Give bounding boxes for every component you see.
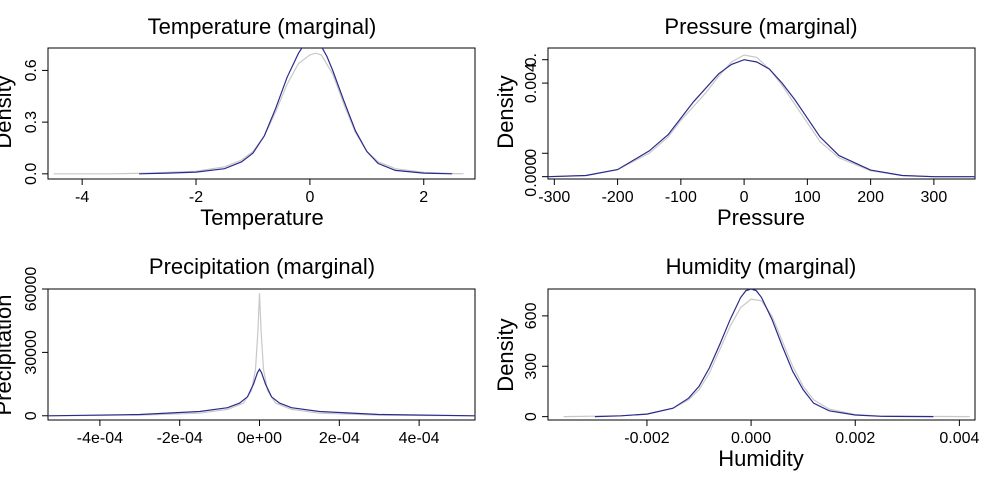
temperature-x-tick-label: 0 (305, 189, 314, 206)
precipitation-y-tick-label: 60000 (23, 267, 40, 312)
temperature-x-axis-label: Temperature (200, 205, 324, 230)
temperature-x-tick-label: 2 (419, 189, 428, 206)
temperature-y-tick-label: 0.6 (23, 59, 40, 81)
temperature-y-tick-label: 0.0 (23, 163, 40, 185)
pressure-x-tick-label: 100 (794, 189, 821, 206)
temperature-x-tick-label: -4 (75, 189, 89, 206)
pressure-y-tick-label: 0. (523, 53, 540, 66)
humidity-x-tick-label: 0.004 (939, 430, 979, 447)
pressure-panel: Pressure (marginal) -300 -200 -100 0 100 200 30… (493, 14, 976, 230)
humidity-x-tick-label: 0.000 (731, 430, 771, 447)
precipitation-y-tick-label: 30000 (23, 330, 40, 375)
humidity-plot-frame (547, 288, 976, 421)
humidity-x-axis-label: Humidity (718, 446, 804, 471)
humidity-y-tick-label: 0 (523, 412, 540, 421)
pressure-plot-frame (547, 47, 976, 180)
pressure-title: Pressure (marginal) (664, 14, 857, 39)
pressure-x-tick-label: 200 (857, 189, 884, 206)
temperature-y-tick-label: 0.3 (23, 111, 40, 133)
precipitation-x-tick-label: -2e-04 (157, 430, 203, 447)
precipitation-x-tick-label: 0e+00 (237, 430, 282, 447)
temperature-panel: Temperature (marginal) -4 -2 0 2 0.0 0.3 0.6 Tem… (0, 14, 476, 230)
temperature-title: Temperature (marginal) (148, 14, 377, 39)
pressure-y-tick-label: 0.000 (523, 157, 540, 197)
humidity-panel: Humidity (marginal) -0.002 0.000 0.002 0.004… (493, 254, 979, 471)
pressure-y-axis-label: Density (493, 75, 518, 148)
pressure-x-tick-label: -200 (602, 189, 634, 206)
pressure-x-tick-label: -300 (538, 189, 570, 206)
precipitation-title: Precipitation (marginal) (149, 254, 375, 279)
humidity-y-axis-label: Density (493, 318, 518, 391)
pressure-x-tick-label: 300 (921, 189, 948, 206)
temperature-fitted-curve (139, 48, 453, 175)
humidity-observed-curve (563, 298, 970, 418)
precipitation-fitted-curve (48, 368, 475, 417)
temperature-observed-curve (53, 52, 464, 175)
humidity-title: Humidity (marginal) (666, 254, 857, 279)
precipitation-y-axis-label: Precipitation (0, 294, 16, 415)
temperature-y-axis-label: Density (0, 75, 16, 148)
pressure-fitted-curve (548, 59, 975, 178)
humidity-fitted-curve (594, 289, 934, 418)
humidity-y-tick-label: 300 (523, 353, 540, 380)
precipitation-y-tick-label: 0 (23, 411, 40, 420)
precipitation-x-tick-label: 2e-04 (319, 430, 360, 447)
pressure-y-tick-label: 0.004 (523, 63, 540, 103)
pressure-x-tick-label: -100 (665, 189, 697, 206)
precipitation-panel: Precipitation (marginal) -4e-04 -2e-04 0e+0… (0, 254, 476, 447)
pressure-x-tick-label: 0 (740, 189, 749, 206)
pressure-y-tick-label: 0 (523, 149, 540, 158)
precipitation-observed-curve (48, 293, 475, 417)
pressure-x-axis-label: Pressure (717, 205, 805, 230)
precipitation-plot-frame (47, 288, 476, 421)
temperature-x-tick-label: -2 (189, 189, 203, 206)
humidity-x-tick-label: 0.002 (835, 430, 875, 447)
precipitation-x-tick-label: -4e-04 (77, 430, 123, 447)
humidity-x-tick-label: -0.002 (624, 430, 669, 447)
temperature-plot-frame (47, 47, 476, 180)
humidity-y-tick-label: 600 (523, 302, 540, 329)
pressure-observed-curve (548, 54, 975, 178)
precipitation-x-tick-label: 4e-04 (399, 430, 440, 447)
